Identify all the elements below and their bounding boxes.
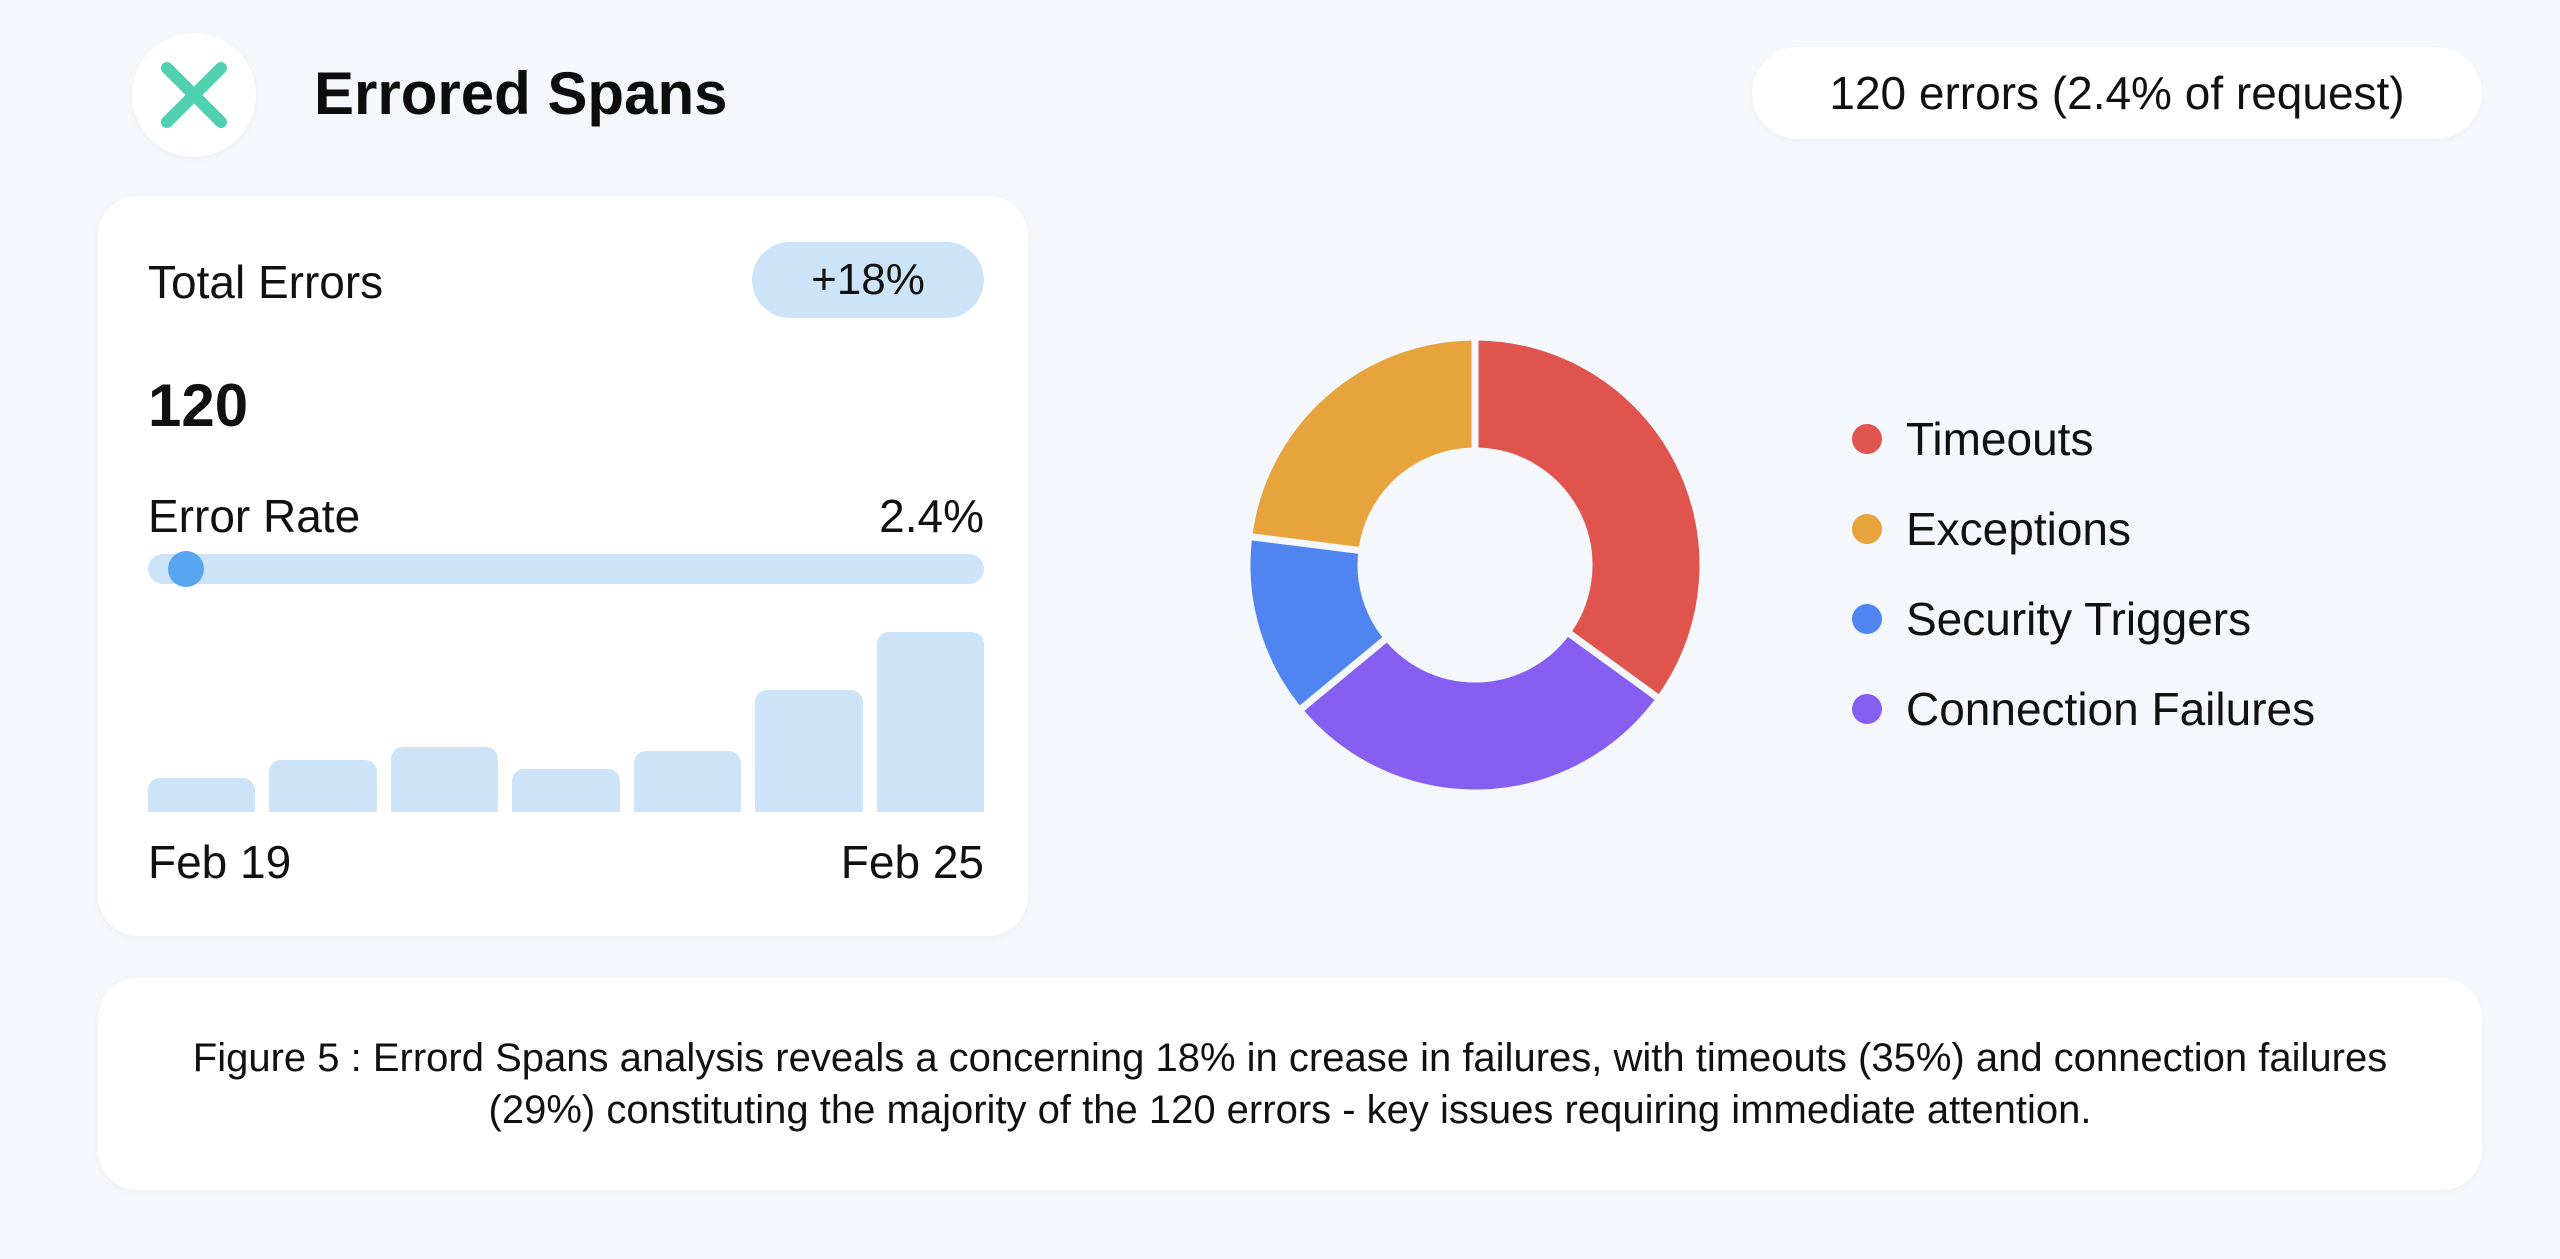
legend-dot [1852, 424, 1882, 454]
bar-5 [633, 750, 742, 812]
legend-item-exceptions: Exceptions [1852, 484, 2315, 574]
legend-label: Security Triggers [1906, 593, 2252, 645]
close-x-icon [161, 62, 227, 128]
bar-3 [390, 747, 499, 812]
legend-dot [1852, 514, 1882, 544]
figure-caption-card: Figure 5 : Errord Spans analysis reveals… [98, 978, 2482, 1190]
logo-badge [132, 33, 256, 157]
slice-exceptions [1244, 333, 1479, 555]
bar-2 [269, 759, 377, 812]
total-errors-card: Total Errors +18% 120 Error Rate 2.4% Fe… [98, 196, 1028, 936]
donut-legend: Timeouts Exceptions Security Triggers Conne… [1852, 394, 2315, 754]
error-rate-label: Error Rate [148, 490, 361, 542]
slice-timeouts [1471, 333, 1707, 704]
legend-label: Exceptions [1906, 503, 2132, 555]
error-summary-pill: 120 errors (2.4% of request) [1752, 47, 2482, 139]
legend-item-timeouts: Timeouts [1852, 394, 2315, 484]
legend-label: Connection Failures [1906, 683, 2316, 735]
legend-item-connection-failures: Connection Failures [1852, 664, 2315, 754]
total-errors-label: Total Errors [148, 256, 384, 308]
figure-caption: Figure 5 : Errord Spans analysis reveals… [192, 1036, 2388, 1132]
end-date-label: Feb 25 [840, 836, 984, 888]
error-rate-track [148, 551, 984, 587]
start-date-label: Feb 19 [148, 836, 292, 888]
change-badge: +18% [752, 242, 984, 318]
daily-errors-bar-chart [148, 616, 984, 812]
error-types-donut-chart [1243, 333, 1707, 797]
page-title: Errored Spans [314, 60, 728, 127]
bar-1 [148, 777, 256, 812]
total-errors-value: 120 [148, 372, 249, 439]
bar-4 [512, 768, 620, 812]
legend-label: Timeouts [1906, 413, 2094, 465]
legend-dot [1852, 694, 1882, 724]
error-rate-knob [168, 551, 205, 587]
legend-dot [1852, 604, 1882, 634]
legend-item-security-triggers: Security Triggers [1852, 574, 2315, 664]
bar-7 [876, 632, 984, 812]
error-rate-value: 2.4% [879, 490, 984, 542]
slice-connection-failures [1294, 627, 1665, 797]
bar-6 [755, 689, 863, 812]
